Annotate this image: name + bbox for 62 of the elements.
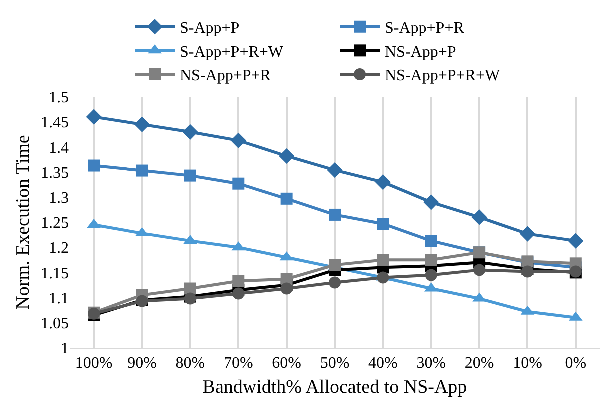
point — [182, 124, 198, 140]
point — [520, 226, 536, 242]
point — [377, 254, 390, 266]
point — [472, 210, 488, 226]
point — [377, 218, 390, 230]
y-tick-label: 1.15 — [41, 265, 69, 282]
point — [232, 178, 245, 190]
y-tick-label: 1.5 — [49, 90, 69, 107]
point — [134, 116, 150, 132]
y-axis-title: Norm. Execution Time — [12, 135, 34, 310]
y-tick-label: 1.3 — [49, 190, 69, 207]
x-tick-label: 10% — [513, 355, 542, 372]
point — [329, 259, 341, 272]
x-tick-label: 70% — [224, 355, 254, 372]
x-tick-label: 50% — [320, 355, 350, 372]
point — [280, 273, 293, 286]
point — [184, 282, 196, 295]
x-tick-label: 0% — [565, 355, 587, 372]
point — [184, 170, 196, 182]
y-tick-label: 1.4 — [49, 140, 69, 157]
x-tick-label: 80% — [176, 355, 206, 372]
point — [375, 174, 391, 190]
point — [232, 275, 245, 288]
x-tick-label: 90% — [128, 355, 157, 372]
x-tick-label: 20% — [464, 355, 494, 372]
point — [425, 269, 438, 282]
point — [230, 132, 246, 148]
legend-label: NS-App+P+R+W — [385, 68, 501, 85]
point — [425, 254, 438, 266]
y-tick-label: 1.05 — [41, 316, 69, 332]
y-tick-label: 1.2 — [49, 240, 69, 258]
point — [424, 194, 440, 210]
legend-label: S-App+P — [180, 20, 240, 38]
y-tick-label: 1.35 — [41, 164, 69, 182]
point — [88, 160, 100, 172]
point — [474, 264, 486, 276]
point — [280, 192, 293, 205]
x-axis-title: Bandwidth% Allocated to NS-App — [202, 377, 468, 398]
y-tick-label: 1 — [61, 340, 69, 358]
point — [377, 272, 390, 284]
x-tick-label: 60% — [272, 355, 302, 372]
legend-label: NS-App+P — [385, 44, 456, 61]
y-tick-label: 1.25 — [41, 215, 69, 232]
point — [329, 208, 341, 221]
x-tick-label: 30% — [416, 355, 446, 372]
point — [425, 235, 438, 248]
legend-label: S-App+P+R+W — [180, 44, 284, 61]
x-tick-label: 100% — [75, 355, 113, 372]
point — [329, 276, 341, 289]
point — [568, 233, 584, 249]
point — [279, 148, 295, 164]
point — [327, 162, 343, 178]
legend-label: S-App+P+R — [385, 20, 465, 38]
y-tick-label: 1.1 — [49, 290, 69, 308]
legend-label: NS-App+P+R — [180, 68, 272, 85]
point — [86, 109, 102, 125]
x-tick-label: 40% — [368, 355, 398, 372]
point — [136, 164, 148, 177]
y-tick-label: 1.45 — [41, 114, 69, 132]
point — [280, 282, 293, 295]
point — [522, 266, 534, 278]
point — [232, 288, 245, 300]
